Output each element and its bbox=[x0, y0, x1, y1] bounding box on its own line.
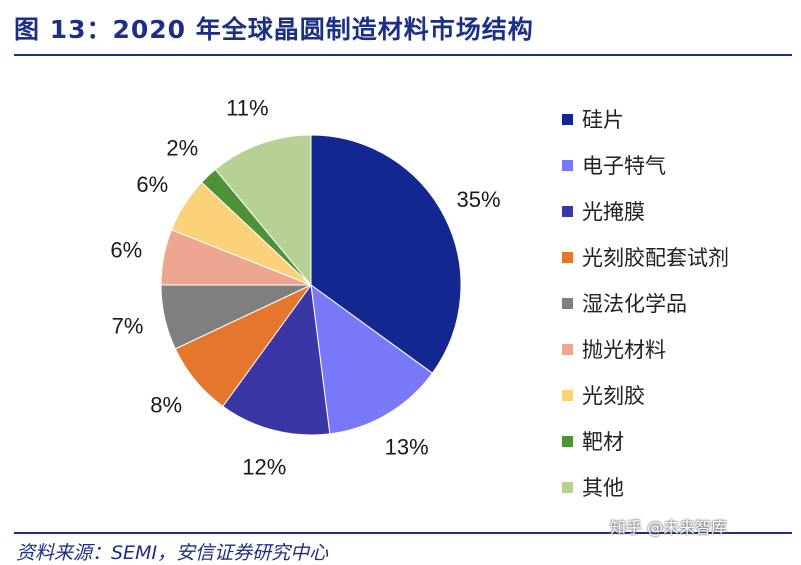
pie-slice-9 bbox=[214, 134, 312, 287]
legend-swatch bbox=[562, 389, 573, 401]
legend-item: 硅片 bbox=[562, 96, 729, 142]
pie-slice-2 bbox=[310, 283, 434, 435]
legend-label: 湿法化学品 bbox=[582, 292, 687, 316]
slice-label-4: 8% bbox=[150, 392, 182, 417]
slice-label-2: 13% bbox=[385, 434, 429, 459]
legend-swatch bbox=[562, 113, 573, 125]
legend-label: 抛光材料 bbox=[582, 338, 666, 362]
legend-label: 光刻胶 bbox=[582, 384, 645, 408]
pie-labels: 35% 13% 12% 8% 7% 6% 6% 2% 11% bbox=[110, 96, 500, 480]
legend-item: 其他 bbox=[562, 464, 729, 510]
legend-label: 其他 bbox=[582, 476, 624, 500]
chart-title: 图 13：2020 年全球晶圆制造材料市场结构 bbox=[14, 15, 534, 44]
legend-item: 抛光材料 bbox=[562, 326, 729, 372]
pie-slices bbox=[160, 134, 462, 436]
legend-label: 光掩膜 bbox=[582, 200, 645, 224]
pie-slice-3 bbox=[222, 283, 331, 436]
slice-label-6: 6% bbox=[110, 237, 142, 262]
chart-legend: 硅片电子特气光掩膜光刻胶配套试剂 湿法化学品抛光材料光刻胶靶材其他 bbox=[562, 96, 729, 510]
legend-label: 硅片 bbox=[582, 108, 624, 132]
slice-label-9: 11% bbox=[226, 96, 268, 121]
slice-label-8: 2% bbox=[166, 135, 198, 160]
legend-swatch bbox=[562, 251, 573, 263]
legend-swatch bbox=[562, 435, 573, 447]
watermark: 知乎 @未来智库 bbox=[610, 518, 728, 537]
source-note: 资料来源：SEMI，安信证券研究中心 bbox=[16, 542, 329, 564]
legend-label: 靶材 bbox=[582, 430, 624, 454]
pie-slice-1 bbox=[310, 134, 462, 374]
slice-label-3: 12% bbox=[242, 455, 286, 480]
legend-item: 光刻胶配套试剂 bbox=[562, 234, 729, 280]
legend-label: 电子特气 bbox=[582, 154, 666, 178]
legend-swatch bbox=[562, 205, 573, 217]
legend-swatch bbox=[562, 343, 573, 355]
footer-divider bbox=[14, 532, 792, 534]
slice-label-1: 35% bbox=[456, 187, 500, 212]
slice-label-5: 7% bbox=[112, 314, 144, 339]
legend-item: 电子特气 bbox=[562, 142, 729, 188]
legend-swatch bbox=[562, 481, 573, 493]
title-divider bbox=[14, 54, 792, 56]
legend-item: 靶材 bbox=[562, 418, 729, 464]
legend-item: 湿法化学品 bbox=[562, 280, 729, 326]
legend-item: 光掩膜 bbox=[562, 188, 729, 234]
legend-item: 光刻胶 bbox=[562, 372, 729, 418]
legend-swatch bbox=[562, 297, 573, 309]
legend-swatch bbox=[562, 159, 573, 171]
slice-label-7: 6% bbox=[136, 172, 168, 197]
legend-label: 光刻胶配套试剂 bbox=[582, 246, 729, 270]
